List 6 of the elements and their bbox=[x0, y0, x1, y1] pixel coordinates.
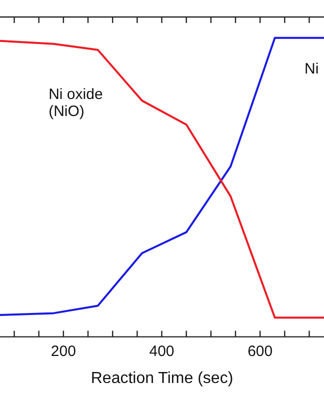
series-label: Ni bbox=[304, 60, 319, 78]
x-tick-label: 200 bbox=[50, 342, 76, 360]
x-tick-label: 400 bbox=[149, 342, 174, 360]
series-label: Ni oxide (NiO) bbox=[48, 86, 103, 120]
x-axis-title: Reaction Time (sec) bbox=[90, 370, 234, 387]
x-tick-label: 600 bbox=[248, 342, 273, 360]
